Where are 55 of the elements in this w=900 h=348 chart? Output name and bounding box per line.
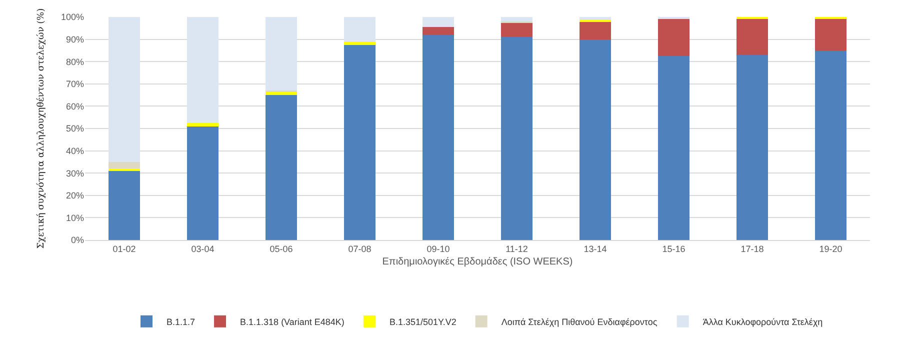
bar xyxy=(344,44,376,240)
bar xyxy=(422,17,454,28)
bar xyxy=(187,126,218,240)
bar xyxy=(266,95,297,240)
y-tick-label: 60% xyxy=(66,101,84,112)
y-tick-label: 50% xyxy=(66,124,84,134)
bar xyxy=(580,17,611,20)
bar xyxy=(187,17,218,123)
bar xyxy=(815,50,846,240)
bar xyxy=(108,170,140,240)
bar xyxy=(422,34,454,240)
x-axis-title: Επιδημιολογικές Εβδομάδες (ISO WEEKS) xyxy=(382,256,573,268)
bar xyxy=(422,27,454,35)
x-tick-label: 03-04 xyxy=(191,244,214,254)
y-tick-label: 40% xyxy=(66,146,84,156)
y-tick-label: 0% xyxy=(70,235,84,246)
bar xyxy=(658,56,690,240)
x-tick-label: 17-18 xyxy=(740,244,764,254)
x-tick-label: 11-12 xyxy=(506,244,528,254)
bar xyxy=(501,17,532,22)
y-tick-label: 30% xyxy=(66,168,84,178)
x-tick-label: 19-20 xyxy=(819,244,842,254)
bar xyxy=(736,54,768,240)
bar xyxy=(580,21,611,40)
x-tick-label: 09-10 xyxy=(426,244,450,254)
bar xyxy=(815,19,846,50)
bar xyxy=(501,37,532,240)
y-tick-label: 20% xyxy=(66,190,84,201)
bar xyxy=(108,162,140,169)
y-tick-label: 70% xyxy=(66,79,84,90)
y-axis-title: Σχετική συχνότητα αλληλουχηθέντων στελεχών (%) xyxy=(35,8,46,249)
bar xyxy=(736,19,768,55)
legend-label: B.1.1.318 (Variant E484K) xyxy=(240,316,344,327)
x-tick-label: 07-08 xyxy=(348,244,372,254)
legend-label: B.1.351/501Y.V2 xyxy=(389,316,456,327)
bar xyxy=(580,39,611,240)
x-tick-label: 01-02 xyxy=(112,244,136,254)
x-tick-label: 15-16 xyxy=(662,244,686,254)
bar xyxy=(108,17,140,162)
y-tick-label: 10% xyxy=(66,212,84,223)
y-tick-label: 100% xyxy=(60,12,84,22)
bar xyxy=(344,42,376,45)
legend-label: Λοιπά Στελέχη Πιθανού Ενδιαφέροντος xyxy=(501,316,658,327)
y-tick-label: 90% xyxy=(66,34,84,44)
bar xyxy=(501,22,532,38)
legend-label: B.1.1.7 xyxy=(166,316,196,327)
bar xyxy=(187,122,218,126)
x-tick-label: 13-14 xyxy=(584,244,607,254)
legend-label: Άλλα Κυκλοφορούντα Στελέχη xyxy=(702,316,823,327)
y-tick-label: 80% xyxy=(66,56,84,67)
bar xyxy=(344,17,376,42)
bar xyxy=(266,92,297,96)
bar xyxy=(266,17,297,91)
x-tick-label: 05-06 xyxy=(270,244,293,254)
bar xyxy=(658,19,690,56)
